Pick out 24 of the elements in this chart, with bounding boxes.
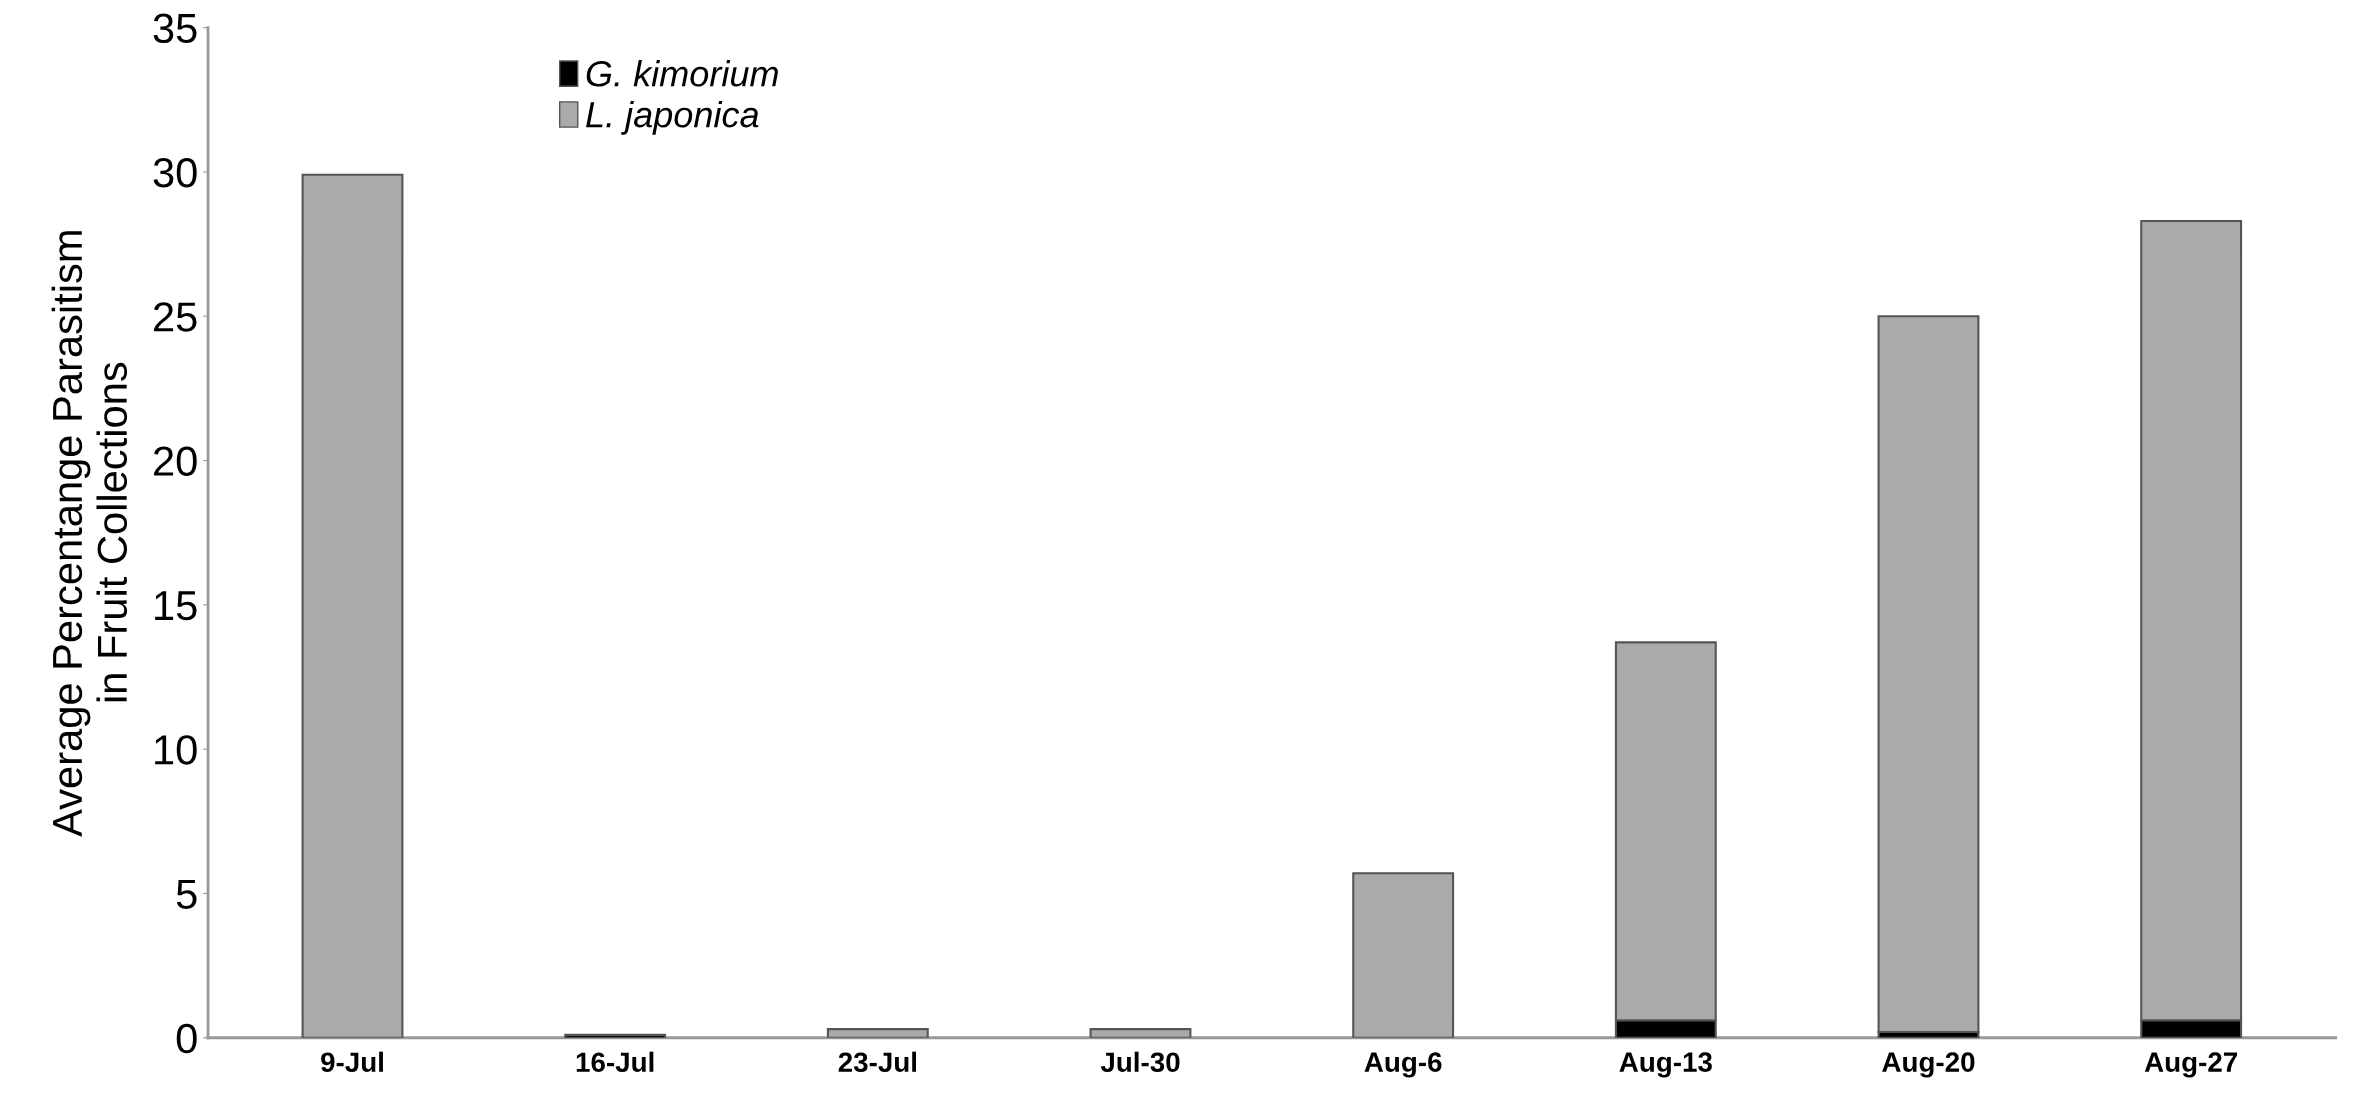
bar <box>301 173 404 1038</box>
x-tick-label: Aug-20 <box>1882 1052 1975 1078</box>
x-tick-label: Jul-30 <box>1100 1051 1180 1073</box>
bar <box>1089 1028 1192 1038</box>
legend-label: G. kimorium <box>586 60 778 87</box>
y-tick-label: 35 <box>153 13 197 44</box>
y-tick-label: 25 <box>154 302 197 332</box>
x-tick-label: Aug-6 <box>1364 1052 1442 1078</box>
x-tick-label: Aug-27 <box>2144 1052 2238 1078</box>
y-tick-label: 5 <box>176 879 197 909</box>
y-tick-label: 10 <box>155 735 197 765</box>
bar <box>1352 872 1455 1038</box>
bar <box>826 1028 929 1038</box>
legend-label: L. japonica <box>586 100 759 135</box>
y-tick-label: 20 <box>154 446 197 477</box>
x-tick-label: 9-Jul <box>321 1051 383 1073</box>
y-tick-label: 15 <box>155 591 197 621</box>
y-tick-label: 30 <box>153 157 197 188</box>
y-tick-label: 0 <box>176 1023 197 1054</box>
x-tick-label: Aug-13 <box>1619 1052 1712 1078</box>
y-axis-title: Average Percentange Parasitism in Fruit Collections <box>51 231 128 837</box>
x-tick-label: 16-Jul <box>576 1051 654 1073</box>
bar <box>1877 315 1980 1034</box>
x-tick-label: 23-Jul <box>838 1051 917 1073</box>
